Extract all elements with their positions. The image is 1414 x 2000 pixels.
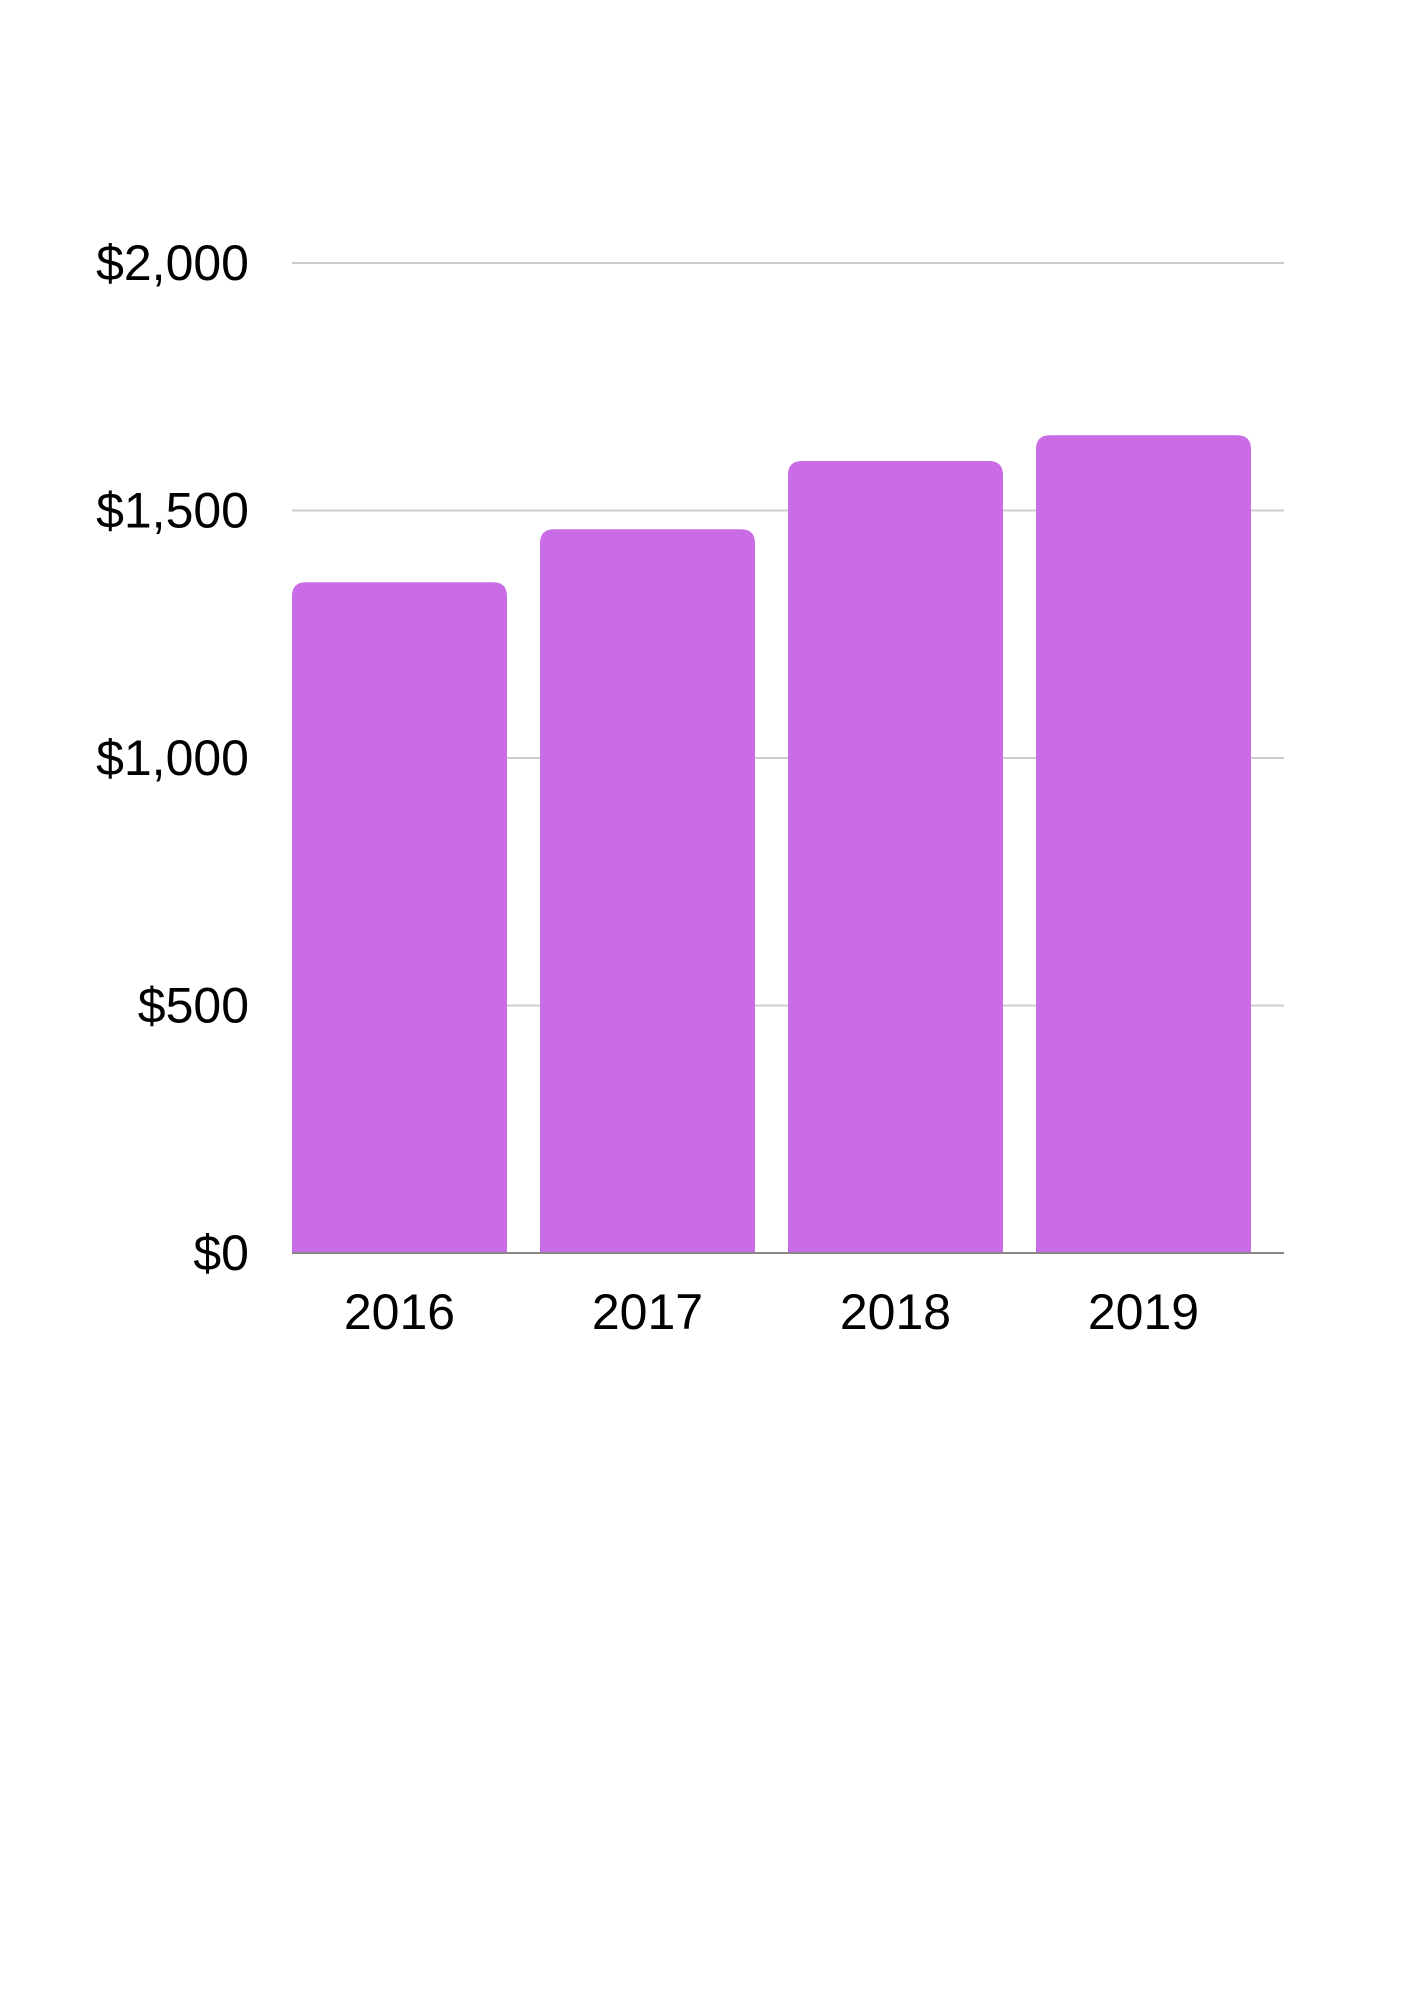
x-tick-label: 2019 (1088, 1284, 1199, 1340)
y-tick-label: $2,000 (96, 235, 249, 291)
y-tick-label: $0 (193, 1225, 249, 1281)
bar-2019 (1036, 435, 1251, 1253)
bars (292, 435, 1251, 1253)
y-tick-label: $500 (138, 978, 249, 1034)
x-tick-label: 2018 (840, 1284, 951, 1340)
x-tick-label: 2017 (592, 1284, 703, 1340)
bar-2018 (788, 461, 1003, 1253)
y-axis-tick-labels: $0 $500 $1,000 $1,500 $2,000 (96, 235, 249, 1281)
x-tick-label: 2016 (344, 1284, 455, 1340)
y-tick-label: $1,500 (96, 483, 249, 539)
bar-2017 (540, 529, 755, 1253)
y-tick-label: $1,000 (96, 730, 249, 786)
bar-2016 (292, 582, 507, 1253)
x-axis-tick-labels: 2016 2017 2018 2019 (344, 1284, 1199, 1340)
